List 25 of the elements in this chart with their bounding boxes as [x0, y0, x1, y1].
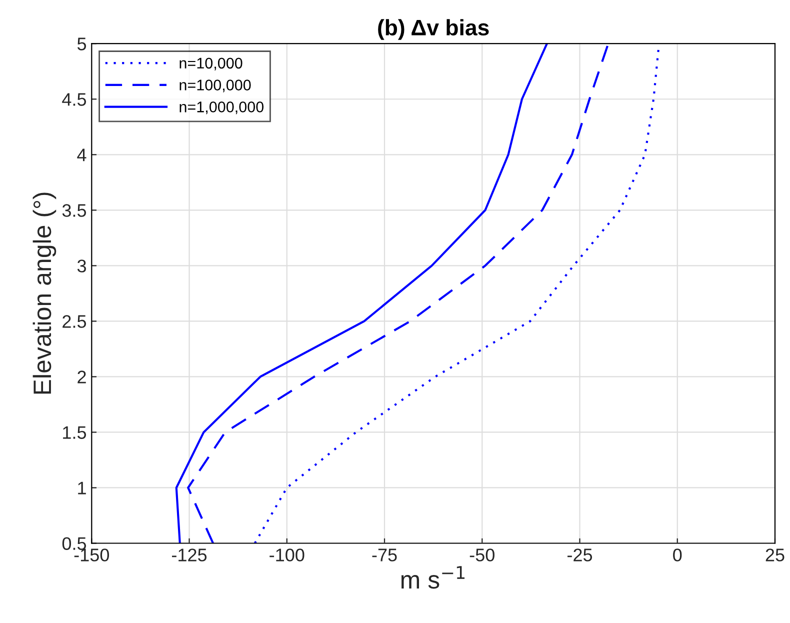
x-tick-label: -100 — [270, 548, 304, 562]
x-tick-label: -25 — [568, 548, 592, 562]
y-tick-label: 2.5 — [62, 315, 86, 328]
line-series — [175, 44, 548, 544]
chart-title: (b) Δv bias — [378, 19, 489, 40]
x-tick-label: -75 — [372, 548, 397, 562]
y-tick-label: 2 — [78, 370, 86, 384]
y-tick-label: 5 — [77, 38, 86, 50]
x-tick-label: -125 — [172, 548, 207, 562]
x-axis-title: m s$^{−1}$ — [401, 566, 465, 589]
x-tick-label: -50 — [470, 548, 494, 562]
y-tick-label: 4 — [77, 148, 86, 162]
legend-label: n=10,000 — [180, 58, 242, 70]
y-tick-label: 4.5 — [62, 93, 86, 106]
x-tick-label: 0 — [673, 548, 682, 562]
y-tick-label: 3 — [77, 260, 86, 272]
y-tick-label: 0.5 — [62, 537, 86, 550]
legend-label: n=1,000,000 — [180, 102, 264, 114]
y-axis-title: Elevation angle (°) — [32, 192, 56, 394]
x-tick-label: -150 — [74, 548, 110, 562]
y-tick-label: 1.5 — [63, 426, 86, 439]
legend-label: n=100,000 — [180, 80, 251, 92]
y-tick-label: 1 — [78, 482, 86, 494]
y-tick-label: 3.5 — [62, 204, 86, 217]
x-tick-label: 25 — [766, 548, 784, 562]
